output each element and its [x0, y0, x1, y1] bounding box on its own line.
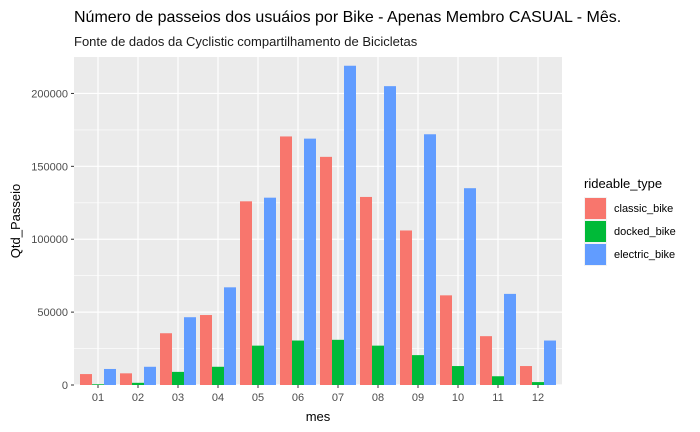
bar-classic_bike-11	[480, 336, 492, 385]
bar-classic_bike-10	[440, 295, 452, 385]
x-tick-label: 09	[412, 392, 424, 404]
bar-electric_bike-11	[504, 293, 516, 385]
bar-electric_bike-07	[344, 65, 356, 385]
bar-electric_bike-09	[424, 134, 436, 385]
bar-classic_bike-06	[280, 136, 292, 385]
y-tick-label: 150000	[31, 161, 68, 173]
legend-key-docked_bike	[585, 221, 606, 242]
x-tick-label: 11	[492, 392, 503, 404]
chart-title: Número de passeios dos usuáios por Bike …	[74, 9, 621, 26]
bar-docked_bike-06	[292, 340, 304, 385]
bar-electric_bike-05	[264, 197, 276, 385]
bar-classic_bike-08	[360, 196, 372, 385]
bar-electric_bike-02	[144, 366, 156, 385]
bar-docked_bike-10	[452, 366, 464, 385]
x-tick-label: 07	[332, 392, 344, 404]
bar-classic_bike-03	[160, 333, 172, 385]
x-tick-label: 12	[532, 392, 544, 404]
y-axis-title: Qtd_Passeio	[8, 184, 23, 258]
grid-lines	[74, 57, 562, 386]
y-tick-label: 200000	[31, 88, 68, 100]
bar-electric_bike-04	[224, 287, 236, 385]
x-axis-title: mes	[306, 409, 331, 424]
x-tick-label: 10	[452, 392, 464, 404]
bar-docked_bike-11	[492, 376, 504, 385]
bar-electric_bike-06	[304, 138, 316, 385]
bar-electric_bike-03	[184, 317, 196, 385]
bar-docked_bike-05	[252, 345, 264, 385]
bar-docked_bike-02	[132, 382, 144, 385]
x-tick-label: 02	[132, 392, 144, 404]
bar-classic_bike-02	[120, 373, 132, 385]
bar-electric_bike-08	[384, 86, 396, 386]
bar-electric_bike-12	[544, 340, 556, 385]
bar-classic_bike-04	[200, 315, 212, 385]
x-tick-label: 04	[212, 392, 224, 404]
y-tick-label: 100000	[31, 234, 68, 246]
bar-classic_bike-12	[520, 366, 532, 385]
bar-docked_bike-04	[212, 366, 224, 385]
y-tick-label: 0	[62, 380, 68, 392]
x-tick-label: 06	[292, 392, 304, 404]
bar-classic_bike-01	[80, 374, 92, 385]
legend: classic_bike docked_bike electric_bike	[584, 197, 676, 266]
chart-subtitle: Fonte de dados da Cyclistic compartilham…	[74, 34, 418, 49]
legend-label-electric_bike: electric_bike	[614, 249, 675, 261]
bars	[80, 65, 556, 386]
x-tick-label: 01	[92, 392, 104, 404]
legend-key-electric_bike	[585, 244, 606, 265]
bar-classic_bike-05	[240, 201, 252, 385]
bar-docked_bike-07	[332, 339, 344, 385]
plot-panel	[74, 57, 562, 385]
x-tick-label: 08	[372, 392, 384, 404]
x-tick-label: 03	[172, 392, 184, 404]
bar-electric_bike-01	[104, 368, 116, 385]
bar-docked_bike-08	[372, 345, 384, 385]
bar-docked_bike-03	[172, 371, 184, 385]
legend-label-classic_bike: classic_bike	[614, 203, 673, 215]
y-tick-label: 50000	[37, 307, 68, 319]
bar-docked_bike-12	[532, 382, 544, 385]
bar-electric_bike-10	[464, 188, 476, 385]
bar-classic_bike-09	[400, 230, 412, 385]
bar-classic_bike-07	[320, 156, 332, 385]
y-axis-ticks: 0 50000 100000 150000 200000	[31, 88, 74, 392]
x-tick-label: 05	[252, 392, 264, 404]
legend-label-docked_bike: docked_bike	[614, 226, 676, 238]
bar-docked_bike-01	[92, 384, 104, 385]
legend-title: rideable_type	[584, 176, 662, 191]
bar-docked_bike-09	[412, 355, 424, 385]
x-axis-ticks: 01 02 03 04 05 06 07 08 09 10 11 12	[92, 385, 544, 404]
legend-key-classic_bike	[585, 198, 606, 219]
